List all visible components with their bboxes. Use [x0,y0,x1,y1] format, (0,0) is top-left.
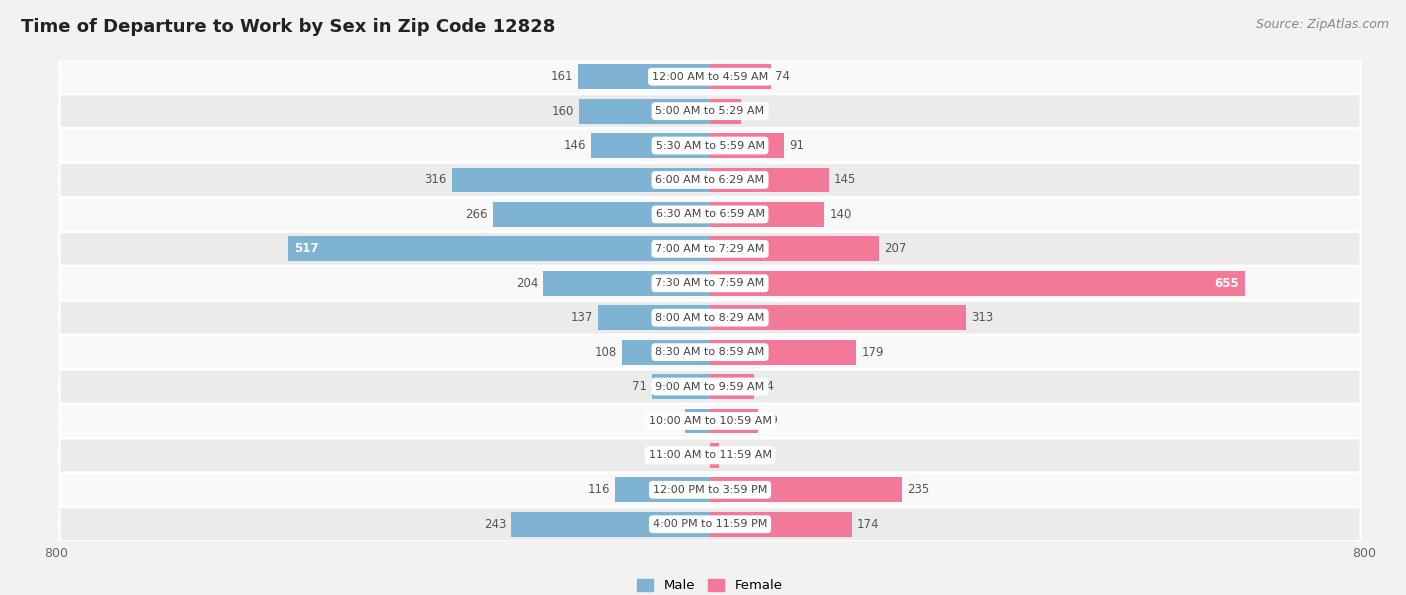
Bar [710,477,903,502]
FancyBboxPatch shape [59,60,1361,93]
Bar [710,202,824,227]
Bar [598,305,710,330]
Bar [710,271,1246,296]
Text: 146: 146 [564,139,586,152]
Text: 9:00 AM to 9:59 AM: 9:00 AM to 9:59 AM [655,381,765,392]
Bar [710,64,770,89]
Text: 8:30 AM to 8:59 AM: 8:30 AM to 8:59 AM [655,347,765,357]
FancyBboxPatch shape [59,94,1361,128]
Text: 137: 137 [571,311,593,324]
Text: 0: 0 [697,449,706,462]
Bar [710,168,828,192]
Text: 174: 174 [858,518,880,531]
Text: 31: 31 [665,415,679,427]
FancyBboxPatch shape [59,232,1361,266]
Text: 140: 140 [830,208,852,221]
Bar [543,271,710,296]
Bar [621,340,710,365]
Text: 161: 161 [551,70,574,83]
Bar [451,168,710,192]
Bar [652,374,710,399]
FancyBboxPatch shape [59,404,1361,438]
Text: 207: 207 [884,242,907,255]
Bar [710,305,966,330]
Text: 517: 517 [294,242,319,255]
Text: Time of Departure to Work by Sex in Zip Code 12828: Time of Departure to Work by Sex in Zip … [21,18,555,36]
FancyBboxPatch shape [59,369,1361,403]
Text: 204: 204 [516,277,538,290]
Bar [710,99,741,124]
Text: 5:30 AM to 5:59 AM: 5:30 AM to 5:59 AM [655,140,765,151]
Bar [710,409,758,433]
Bar [685,409,710,433]
Bar [710,236,879,261]
Text: 59: 59 [763,415,778,427]
Bar [710,133,785,158]
FancyBboxPatch shape [59,439,1361,472]
Bar [578,64,710,89]
FancyBboxPatch shape [59,473,1361,507]
Text: 12:00 PM to 3:59 PM: 12:00 PM to 3:59 PM [652,485,768,495]
Legend: Male, Female: Male, Female [633,574,787,595]
Bar [710,374,754,399]
Text: 145: 145 [834,174,856,186]
Text: 116: 116 [588,483,610,496]
Text: 8:00 AM to 8:29 AM: 8:00 AM to 8:29 AM [655,313,765,322]
Text: 316: 316 [425,174,447,186]
Bar [591,133,710,158]
Text: 54: 54 [759,380,773,393]
Bar [616,477,710,502]
FancyBboxPatch shape [59,163,1361,197]
Text: 7:00 AM to 7:29 AM: 7:00 AM to 7:29 AM [655,244,765,254]
Bar [579,99,710,124]
FancyBboxPatch shape [59,129,1361,162]
Bar [512,512,710,537]
Text: 11:00 AM to 11:59 AM: 11:00 AM to 11:59 AM [648,450,772,461]
Text: 5:00 AM to 5:29 AM: 5:00 AM to 5:29 AM [655,106,765,116]
Bar [492,202,710,227]
Text: Source: ZipAtlas.com: Source: ZipAtlas.com [1256,18,1389,31]
Text: 266: 266 [465,208,488,221]
Text: 235: 235 [907,483,929,496]
Text: 12:00 AM to 4:59 AM: 12:00 AM to 4:59 AM [652,72,768,82]
Text: 11: 11 [724,449,740,462]
Bar [710,512,852,537]
Text: 74: 74 [776,70,790,83]
Text: 655: 655 [1213,277,1239,290]
Bar [710,443,718,468]
FancyBboxPatch shape [59,301,1361,334]
Text: 71: 71 [633,380,647,393]
Text: 160: 160 [553,105,575,118]
Text: 6:30 AM to 6:59 AM: 6:30 AM to 6:59 AM [655,209,765,220]
FancyBboxPatch shape [59,267,1361,300]
FancyBboxPatch shape [59,335,1361,369]
Text: 4:00 PM to 11:59 PM: 4:00 PM to 11:59 PM [652,519,768,529]
Text: 313: 313 [970,311,993,324]
Text: 10:00 AM to 10:59 AM: 10:00 AM to 10:59 AM [648,416,772,426]
FancyBboxPatch shape [59,508,1361,541]
Bar [287,236,710,261]
Text: 38: 38 [747,105,761,118]
Text: 91: 91 [789,139,804,152]
Bar [710,340,856,365]
FancyBboxPatch shape [59,198,1361,231]
Text: 6:00 AM to 6:29 AM: 6:00 AM to 6:29 AM [655,175,765,185]
Text: 7:30 AM to 7:59 AM: 7:30 AM to 7:59 AM [655,278,765,288]
Text: 243: 243 [484,518,506,531]
Text: 179: 179 [862,346,884,359]
Text: 108: 108 [595,346,617,359]
